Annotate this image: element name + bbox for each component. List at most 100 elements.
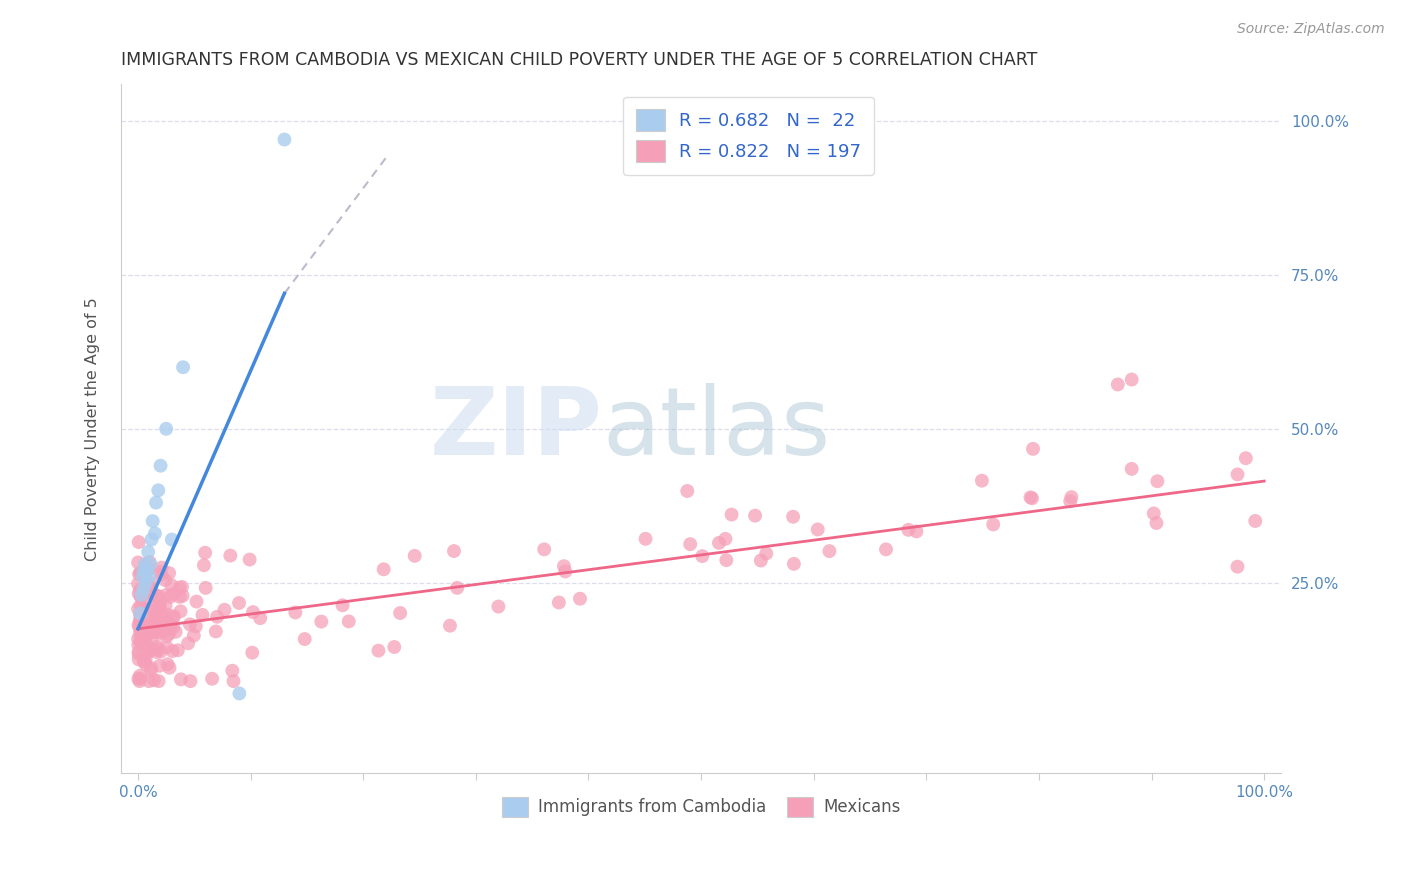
Point [145, 625, 167, 640]
Point [142, 600, 165, 615]
Point [554, 565, 576, 579]
Point [337, 615, 360, 629]
Point [136, 563, 159, 577]
Point [152, 617, 174, 632]
Point [132, 582, 155, 596]
Point [676, 483, 699, 498]
Point [162, 610, 184, 624]
Y-axis label: Child Poverty Under the Age of 5: Child Poverty Under the Age of 5 [86, 297, 100, 561]
Point [367, 643, 389, 657]
Point [128, 615, 150, 629]
Point [1060, 490, 1083, 504]
Legend: Immigrants from Cambodia, Mexicans: Immigrants from Cambodia, Mexicans [495, 790, 907, 823]
Point [150, 560, 173, 574]
Point [141, 625, 163, 640]
Point [439, 618, 461, 632]
Point [131, 635, 153, 649]
Point [149, 615, 172, 630]
Point [131, 588, 153, 602]
Point [146, 640, 169, 654]
Point [533, 542, 555, 557]
Point [332, 599, 354, 613]
Point [145, 612, 167, 626]
Point [131, 566, 153, 580]
Point [179, 674, 201, 689]
Point [166, 643, 188, 657]
Point [145, 614, 167, 628]
Point [159, 621, 181, 635]
Point [129, 607, 152, 622]
Point [131, 566, 153, 580]
Point [141, 634, 163, 648]
Point [1059, 494, 1081, 508]
Point [128, 535, 150, 549]
Point [1146, 475, 1168, 489]
Point [149, 458, 172, 473]
Point [145, 495, 167, 509]
Point [169, 604, 191, 618]
Point [150, 624, 173, 639]
Point [221, 664, 243, 678]
Point [139, 661, 162, 675]
Point [150, 567, 173, 582]
Point [707, 536, 730, 550]
Point [228, 596, 250, 610]
Point [749, 553, 772, 567]
Point [128, 652, 150, 666]
Point [273, 132, 295, 146]
Point [131, 632, 153, 646]
Point [569, 591, 592, 606]
Point [905, 524, 928, 539]
Point [129, 599, 152, 613]
Point [155, 588, 177, 602]
Point [156, 640, 179, 655]
Point [744, 508, 766, 523]
Point [194, 581, 217, 595]
Point [818, 544, 841, 558]
Point [446, 581, 468, 595]
Point [1121, 372, 1143, 386]
Point [135, 575, 157, 590]
Point [129, 591, 152, 605]
Point [284, 606, 307, 620]
Point [148, 590, 170, 604]
Point [311, 615, 333, 629]
Point [162, 644, 184, 658]
Point [714, 532, 737, 546]
Point [186, 594, 208, 608]
Point [127, 632, 149, 646]
Point [219, 549, 242, 563]
Point [142, 514, 165, 528]
Point [139, 575, 162, 590]
Point [141, 587, 163, 601]
Point [1226, 467, 1249, 482]
Point [135, 617, 157, 632]
Point [170, 580, 193, 594]
Point [143, 614, 166, 628]
Point [136, 562, 159, 576]
Point [157, 566, 180, 580]
Point [138, 645, 160, 659]
Point [149, 599, 172, 613]
Text: IMMIGRANTS FROM CAMBODIA VS MEXICAN CHILD POVERTY UNDER THE AGE OF 5 CORRELATION: IMMIGRANTS FROM CAMBODIA VS MEXICAN CHIL… [121, 51, 1038, 69]
Point [148, 601, 170, 615]
Point [150, 626, 173, 640]
Point [128, 567, 150, 582]
Point [138, 555, 160, 569]
Point [156, 657, 179, 672]
Point [193, 558, 215, 573]
Point [755, 547, 778, 561]
Point [547, 595, 569, 609]
Point [160, 533, 183, 547]
Point [139, 643, 162, 657]
Point [138, 619, 160, 633]
Point [134, 557, 156, 571]
Point [127, 602, 149, 616]
Point [156, 617, 179, 632]
Point [807, 523, 830, 537]
Point [1146, 516, 1168, 530]
Point [1107, 377, 1129, 392]
Point [194, 546, 217, 560]
Point [143, 526, 166, 541]
Point [222, 674, 245, 689]
